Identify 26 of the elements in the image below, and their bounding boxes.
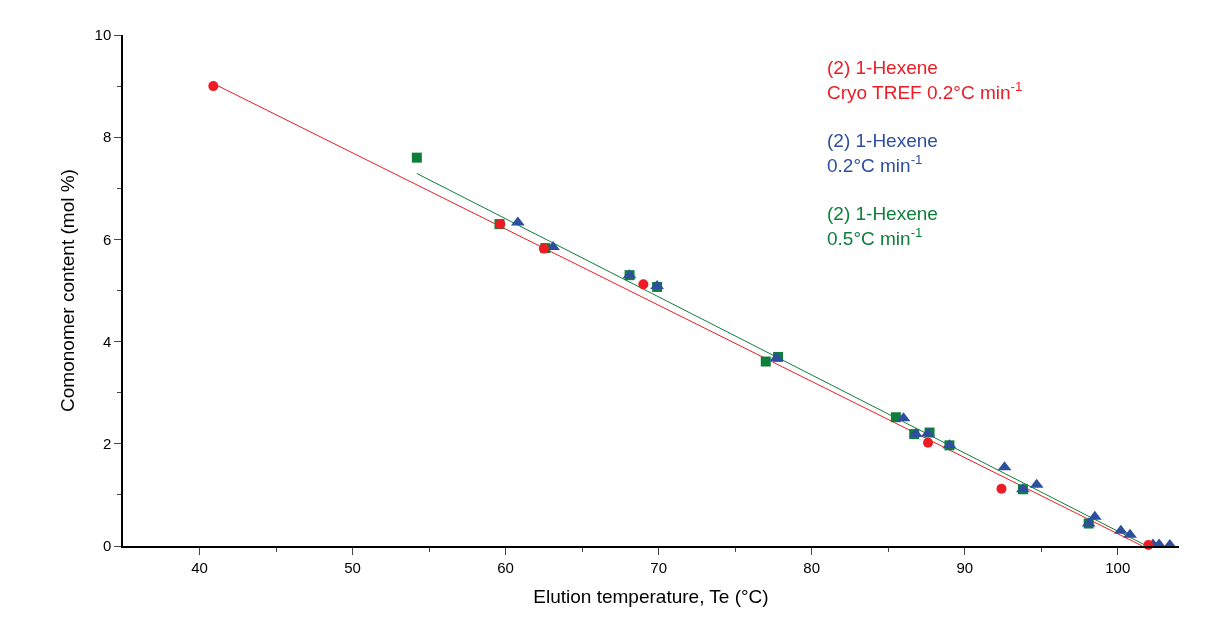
- point: [411, 152, 422, 163]
- y-tick-label: 8: [102, 128, 112, 146]
- text: (2) 1-Hexene 0.5°C min$^{-1}$: [827, 203, 938, 249]
- x-tick-label: 40: [191, 558, 208, 576]
- y-tick-label: 0: [102, 537, 112, 555]
- point: [638, 279, 649, 290]
- x-axis-title: Elution temperature, Te (°C): [533, 586, 769, 608]
- point: [996, 483, 1007, 494]
- point: [546, 241, 560, 251]
- point: [923, 437, 934, 448]
- x-tick-label: 60: [497, 558, 514, 576]
- text: (2) 1-Hexene 0.2°C min$^{-1}$: [827, 130, 938, 176]
- point: [760, 356, 771, 367]
- x-tick-label: 90: [956, 558, 974, 576]
- x-tick-label: 100: [1105, 558, 1131, 576]
- y-tick-label: 2: [102, 435, 112, 453]
- y-axis-title: Comonomer content (mol %): [56, 169, 78, 412]
- x-tick-label: 50: [344, 558, 361, 576]
- x-tick-label: 80: [803, 558, 821, 576]
- point: [1123, 528, 1137, 538]
- text: (2) 1-Hexene Cryo TREF 0.2°C min$^{-1}$: [827, 57, 1023, 103]
- x-tick-label: 70: [650, 558, 667, 576]
- y-tick-label: 6: [102, 230, 112, 248]
- y-tick-label: 10: [94, 26, 112, 44]
- y-tick-label: 4: [102, 332, 112, 350]
- point: [208, 81, 219, 92]
